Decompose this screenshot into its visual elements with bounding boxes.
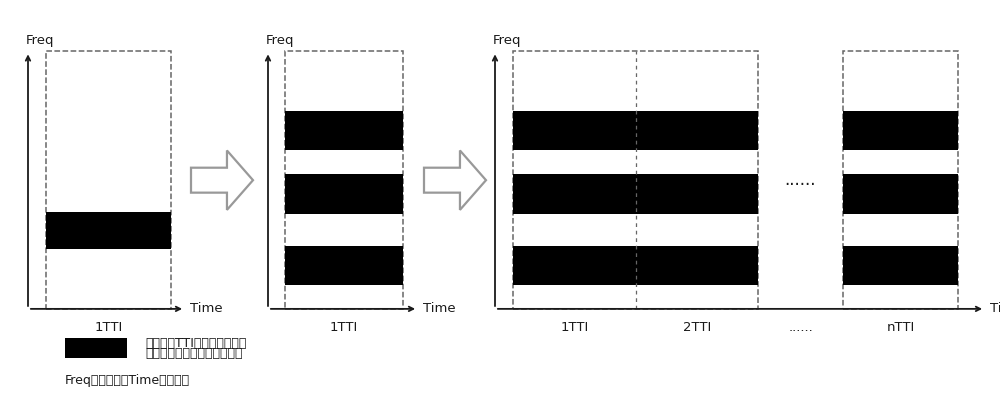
Polygon shape <box>424 150 486 210</box>
Text: 2TTI: 2TTI <box>683 321 711 334</box>
Bar <box>65 338 127 358</box>
Text: Time: Time <box>190 303 223 315</box>
Polygon shape <box>191 150 253 210</box>
Bar <box>843 111 958 150</box>
Text: Freq: Freq <box>26 34 54 47</box>
Bar <box>46 51 171 309</box>
Bar <box>513 111 758 150</box>
Bar <box>513 51 758 309</box>
Bar <box>843 174 958 214</box>
Bar <box>285 51 403 309</box>
Bar <box>513 174 758 214</box>
Text: 表示一个TTI内数据信道独立: 表示一个TTI内数据信道独立 <box>145 337 246 350</box>
Bar <box>843 246 958 285</box>
Bar <box>285 246 403 285</box>
Text: Freq表示频率，Time表示时间: Freq表示频率，Time表示时间 <box>65 374 190 387</box>
Text: Time: Time <box>423 303 456 315</box>
Text: Time: Time <box>990 303 1000 315</box>
Bar <box>513 246 758 285</box>
Text: Freq: Freq <box>266 34 294 47</box>
Text: 传输一次占用的基本频谱资源: 传输一次占用的基本频谱资源 <box>145 347 242 360</box>
Text: 1TTI: 1TTI <box>94 321 123 334</box>
Bar <box>285 111 403 150</box>
Bar <box>843 51 958 309</box>
Bar <box>285 174 403 214</box>
Text: ......: ...... <box>788 321 813 334</box>
Text: Freq: Freq <box>493 34 522 47</box>
Text: nTTI: nTTI <box>886 321 915 334</box>
Bar <box>46 212 171 249</box>
Text: ......: ...... <box>785 171 816 189</box>
Text: 1TTI: 1TTI <box>560 321 588 334</box>
Text: 1TTI: 1TTI <box>330 321 358 334</box>
